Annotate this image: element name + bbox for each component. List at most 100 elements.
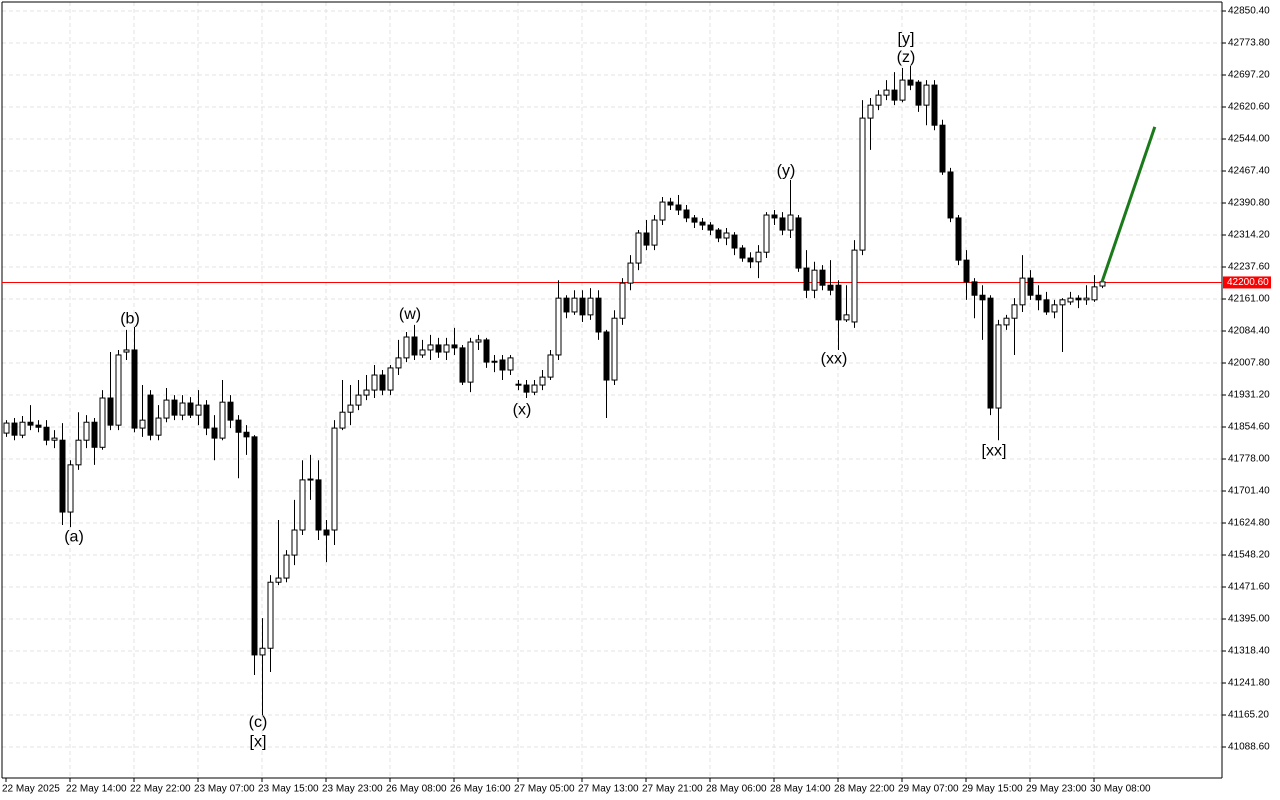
candle-body: [1091, 286, 1098, 301]
x-tick-label: 28 May 14:00: [770, 784, 831, 795]
candle-body: [131, 349, 138, 429]
candle-body: [947, 171, 954, 219]
candle-body: [1075, 297, 1082, 301]
candle-body: [907, 79, 914, 86]
candle-body: [819, 269, 826, 286]
candle-body: [315, 479, 322, 531]
candle-body: [795, 217, 802, 269]
candle-body: [459, 347, 466, 383]
candle-body: [843, 314, 850, 321]
candle-body: [635, 232, 642, 264]
x-tick-label: 22 May 2025: [2, 784, 60, 795]
x-tick-label: 28 May 06:00: [706, 784, 767, 795]
candle-body: [395, 357, 402, 369]
candle-body: [411, 336, 418, 356]
candle-body: [1019, 277, 1026, 306]
candle-body: [1043, 299, 1050, 313]
candle-body: [179, 402, 186, 416]
candle-body: [227, 401, 234, 421]
candle-body: [59, 439, 66, 513]
candle-body: [643, 232, 650, 246]
candle-body: [403, 336, 410, 359]
candle-body: [579, 297, 586, 316]
candle-body: [155, 417, 162, 436]
candle-body: [275, 577, 282, 583]
candle-body: [939, 124, 946, 173]
candle-body: [667, 201, 674, 206]
candle-body: [523, 384, 530, 393]
candle-body: [339, 411, 346, 429]
y-tick-label: 42084.40: [1228, 326, 1270, 337]
candle-body: [587, 297, 594, 316]
candle-body: [763, 214, 770, 253]
candle-body: [651, 219, 658, 246]
candle-body: [83, 421, 90, 441]
candle-body: [1027, 277, 1034, 296]
candle-body: [147, 394, 154, 436]
x-tick-label: 23 May 07:00: [194, 784, 255, 795]
candle-body: [435, 344, 442, 353]
candle-body: [211, 427, 218, 439]
candle-body: [771, 214, 778, 219]
forecast-line: [1100, 126, 1157, 283]
candle-body: [979, 294, 986, 301]
candle-body: [19, 421, 26, 436]
candle-body: [139, 419, 146, 429]
candle-body: [507, 357, 514, 371]
y-tick-label: 41471.60: [1228, 582, 1270, 593]
candle-body: [619, 282, 626, 319]
x-tick-label: 23 May 15:00: [258, 784, 319, 795]
candle-body: [563, 297, 570, 313]
candle-body: [891, 89, 898, 101]
candle-body: [427, 344, 434, 351]
candle-body: [251, 436, 258, 656]
y-tick-label: 42007.80: [1228, 358, 1270, 369]
candle-body: [971, 281, 978, 296]
candle-body: [715, 229, 722, 239]
candle-body: [867, 104, 874, 119]
candle-body: [75, 439, 82, 466]
y-tick-label: 41548.20: [1228, 550, 1270, 561]
y-tick-label: 42697.20: [1228, 70, 1270, 81]
candle-body: [259, 647, 266, 656]
x-tick-label: 26 May 16:00: [450, 784, 511, 795]
wave-label: (b): [120, 310, 140, 327]
candle-body: [923, 84, 930, 106]
candle-body: [915, 81, 922, 106]
candle-body: [363, 389, 370, 396]
candle-body: [67, 464, 74, 513]
y-tick-label: 41854.60: [1228, 422, 1270, 433]
candle-body: [603, 331, 610, 381]
y-tick-label: 41088.60: [1228, 742, 1270, 753]
candle-body: [387, 367, 394, 391]
candle-body: [515, 383, 522, 386]
candle-body: [899, 79, 906, 101]
x-tick-label: 27 May 13:00: [578, 784, 639, 795]
candle-body: [323, 529, 330, 536]
candle-body: [283, 554, 290, 579]
candle-body: [875, 94, 882, 106]
candle-body: [595, 297, 602, 333]
candle-body: [499, 359, 506, 371]
candle-body: [43, 426, 50, 441]
x-tick-label: 29 May 15:00: [962, 784, 1023, 795]
candle-body: [123, 349, 130, 353]
candle-body: [235, 419, 242, 433]
candle-body: [243, 431, 250, 438]
candle-body: [739, 247, 746, 259]
candle-body: [307, 478, 314, 481]
candle-body: [1067, 297, 1074, 303]
wave-label: [y]: [898, 30, 915, 47]
candle-body: [851, 249, 858, 323]
candle-body: [451, 344, 458, 349]
x-tick-label: 30 May 08:00: [1090, 784, 1151, 795]
candle-body: [467, 341, 474, 383]
candle-body: [1035, 294, 1042, 301]
price-label-box: [1223, 276, 1271, 289]
y-tick-label: 42161.00: [1228, 294, 1270, 305]
candle-body: [347, 404, 354, 413]
y-tick-label: 41318.40: [1228, 646, 1270, 657]
